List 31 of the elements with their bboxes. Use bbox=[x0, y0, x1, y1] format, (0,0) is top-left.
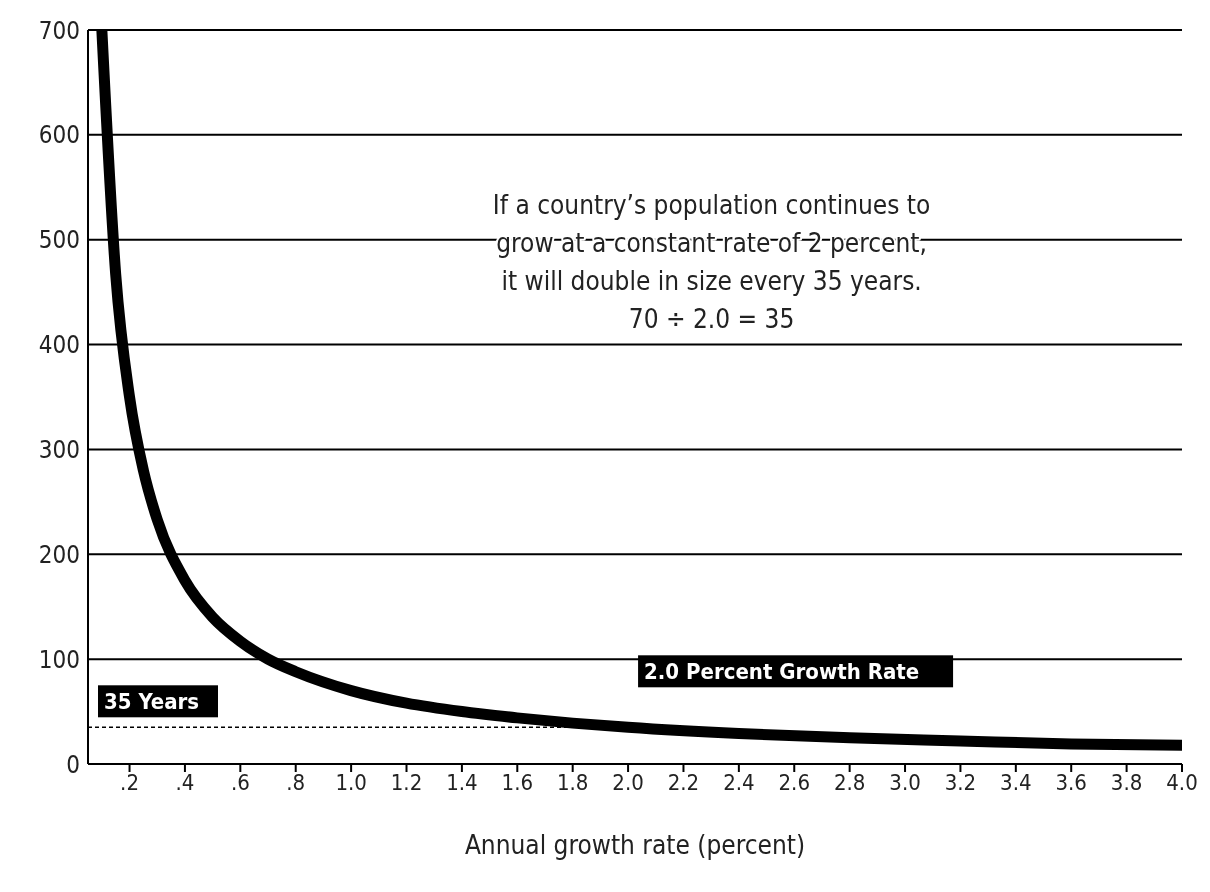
y-tick-label: 600 bbox=[38, 121, 80, 150]
x-tick-label: 3.6 bbox=[1055, 769, 1087, 795]
x-tick-label: 1.4 bbox=[446, 769, 478, 795]
x-tick-label: .2 bbox=[120, 769, 139, 795]
x-tick-label: 2.0 bbox=[612, 769, 644, 795]
x-tick-label: 1.2 bbox=[390, 769, 423, 795]
x-tick-label: 1.0 bbox=[335, 769, 367, 795]
y-tick-label: 0 bbox=[66, 750, 80, 779]
y-tick-label: 700 bbox=[38, 16, 80, 45]
x-tick-label: .4 bbox=[175, 769, 195, 795]
x-tick-label: 3.2 bbox=[944, 769, 977, 795]
y-tick-label: 400 bbox=[38, 331, 80, 360]
x-tick-label: 1.6 bbox=[501, 769, 534, 795]
y-tick-label: 100 bbox=[38, 645, 80, 674]
x-tick-label: 4.0 bbox=[1166, 769, 1198, 795]
annotation: 2.0 Percent Growth Rate bbox=[644, 659, 920, 685]
x-tick-label: 2.8 bbox=[833, 769, 866, 795]
x-tick-label: .6 bbox=[230, 769, 250, 795]
x-tick-label: 3.0 bbox=[889, 769, 921, 795]
x-tick-label: .8 bbox=[286, 769, 306, 795]
y-tick-label: 300 bbox=[38, 435, 80, 464]
x-tick-label: 2.6 bbox=[778, 769, 810, 795]
x-tick-label: 1.8 bbox=[556, 769, 589, 795]
x-axis-title: Annual growth rate (percent) bbox=[464, 830, 806, 860]
y-tick-label: 200 bbox=[38, 540, 80, 569]
x-tick-label: 2.2 bbox=[667, 769, 700, 795]
ref-line-label: 35 Years bbox=[104, 689, 200, 715]
x-tick-label: 3.8 bbox=[1110, 769, 1143, 795]
x-tick-label: 3.4 bbox=[1000, 769, 1032, 795]
x-tick-label: 2.4 bbox=[723, 769, 755, 795]
y-tick-label: 500 bbox=[38, 226, 80, 255]
